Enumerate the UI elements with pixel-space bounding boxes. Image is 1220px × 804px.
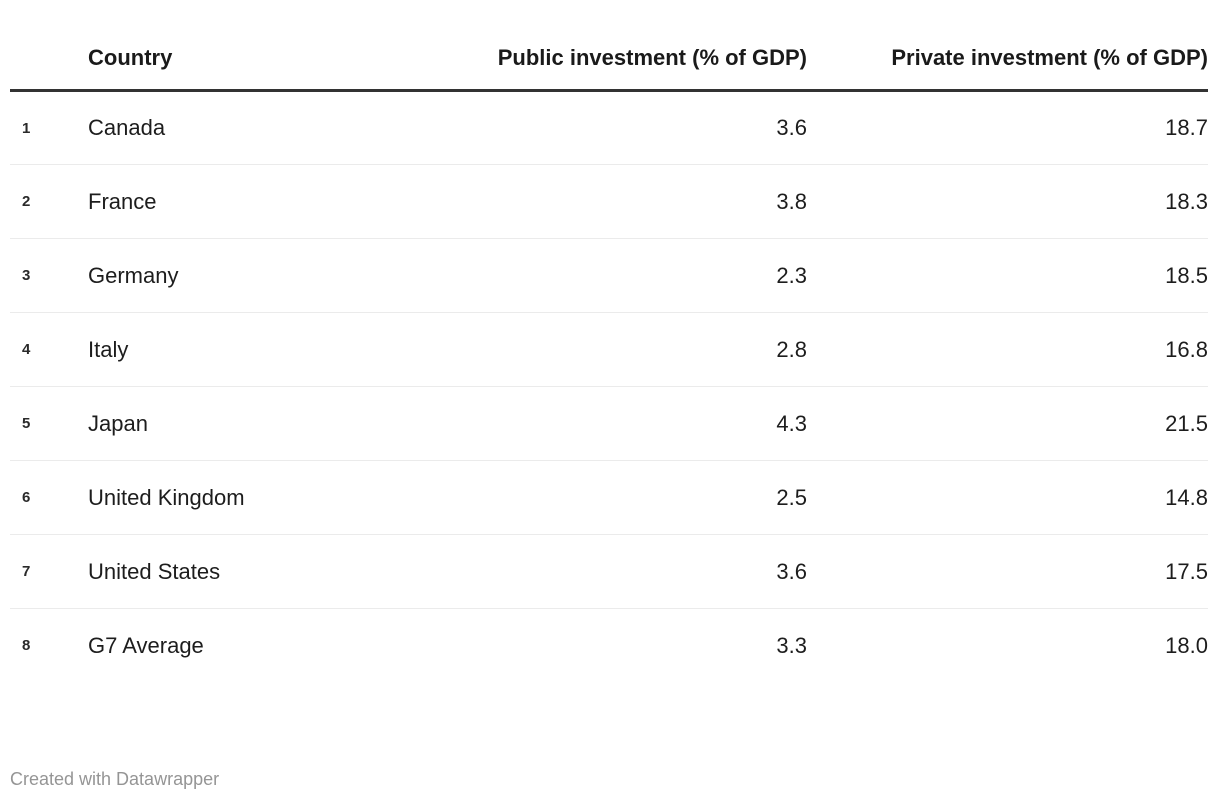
row-public-value: 2.3 [410, 238, 807, 314]
row-private-value: 21.5 [807, 386, 1208, 462]
row-country: Germany [80, 238, 410, 314]
row-rank: 5 [10, 386, 80, 462]
row-public-value: 2.5 [410, 460, 807, 536]
row-private-value: 18.3 [807, 164, 1208, 240]
header-cell-country: Country [80, 0, 410, 93]
table-row-japan: 5 Japan 4.3 21.5 [10, 386, 1208, 462]
header-label-private-investment: Private investment (% of GDP) [891, 45, 1208, 70]
table-row-italy: 4 Italy 2.8 16.8 [10, 312, 1208, 388]
row-country: United Kingdom [80, 460, 410, 536]
table-row-g7-average: 8 G7 Average 3.3 18.0 [10, 609, 1208, 683]
row-rank: 8 [22, 637, 31, 655]
row-public-value: 3.3 [776, 632, 807, 658]
row-country: United States [80, 534, 410, 610]
table-row-germany: 3 Germany 2.3 18.5 [10, 238, 1208, 314]
row-rank: 2 [10, 164, 80, 240]
row-private-value: 14.8 [807, 460, 1208, 536]
header-cell-rank [10, 0, 80, 93]
table-row-canada: 1 Canada 3.6 18.7 [10, 90, 1208, 166]
row-public-value: 3.8 [410, 164, 807, 240]
row-country: France [80, 164, 410, 240]
row-rank: 1 [10, 90, 80, 166]
row-rank: 3 [10, 238, 80, 314]
table-row-united-kingdom: 6 United Kingdom 2.5 14.8 [10, 460, 1208, 536]
row-country: Japan [80, 386, 410, 462]
row-private-value: 18.5 [807, 238, 1208, 314]
table-row-france: 2 France 3.8 18.3 [10, 164, 1208, 240]
row-private-value: 16.8 [807, 312, 1208, 388]
row-public-value: 3.6 [410, 90, 807, 166]
row-rank: 4 [10, 312, 80, 388]
row-public-value: 4.3 [410, 386, 807, 462]
row-private-value: 18.7 [807, 90, 1208, 166]
row-public-value: 3.6 [410, 534, 807, 610]
row-private-value: 17.5 [807, 534, 1208, 610]
investment-table: Country Public investment (% of GDP) Pri… [10, 0, 1208, 683]
header-cell-private-investment: Private investment (% of GDP) [807, 0, 1208, 93]
row-country: Italy [80, 312, 410, 388]
row-country: Canada [80, 90, 410, 166]
row-rank: 7 [10, 534, 80, 610]
row-public-value: 2.8 [410, 312, 807, 388]
row-rank: 6 [10, 460, 80, 536]
table-row-united-states: 7 United States 3.6 17.5 [10, 534, 1208, 610]
header-label-country: Country [88, 45, 173, 70]
row-country: G7 Average [88, 632, 204, 658]
table-header-row: Country Public investment (% of GDP) Pri… [10, 0, 1208, 93]
header-label-public-investment: Public investment (% of GDP) [497, 45, 807, 70]
header-cell-public-investment: Public investment (% of GDP) [410, 0, 807, 93]
row-private-value: 18.0 [1165, 632, 1208, 658]
datawrapper-credit-link[interactable]: Created with Datawrapper [10, 769, 220, 789]
